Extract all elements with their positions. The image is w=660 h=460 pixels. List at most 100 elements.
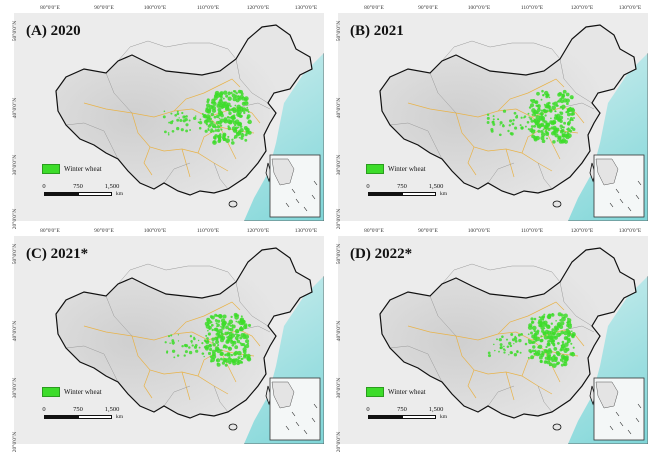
winter-wheat-pixel [540, 113, 544, 117]
winter-wheat-pixel [244, 334, 250, 340]
winter-wheat-pixel [219, 133, 222, 136]
province-boundary [105, 295, 133, 337]
winter-wheat-pixel [183, 343, 187, 347]
longitude-tick-label: 80°0'0"E [364, 228, 384, 234]
panel-title: (C) 2021* [26, 246, 89, 262]
winter-wheat-pixel [560, 321, 565, 326]
winter-wheat-pixel [206, 109, 212, 114]
china-border [379, 247, 637, 419]
basin-boundary [197, 130, 215, 154]
winter-wheat-pixel [245, 339, 250, 344]
winter-wheat-pixel [542, 128, 545, 131]
china-map [338, 236, 648, 444]
winter-wheat-pixel [552, 130, 556, 134]
winter-wheat-pixel [203, 114, 207, 118]
winter-wheat-pixel [184, 117, 188, 122]
scale-label: 750 [397, 406, 407, 413]
winter-wheat-pixel [555, 319, 557, 322]
winter-wheat-pixel [570, 330, 573, 333]
winter-wheat-pixel [214, 129, 218, 132]
latitude-tick-label: 50°0'0"N [12, 20, 19, 42]
winter-wheat-pixel [568, 332, 572, 336]
winter-wheat-pixel [210, 128, 214, 132]
winter-wheat-pixel [169, 342, 171, 344]
winter-wheat-pixel [221, 361, 226, 365]
winter-wheat-pixel [240, 136, 244, 140]
winter-wheat-pixel [230, 339, 233, 342]
winter-wheat-pixel [228, 111, 232, 116]
winter-wheat-pixel [550, 126, 554, 130]
winter-wheat-pixel [524, 342, 528, 346]
winter-wheat-pixel [244, 138, 248, 142]
province-boundary [235, 58, 269, 104]
winter-wheat-pixel [552, 140, 556, 144]
winter-wheat-pixel [563, 361, 568, 367]
winter-wheat-pixel [533, 113, 537, 117]
basin-boundary [407, 325, 517, 341]
winter-wheat-pixel [549, 120, 553, 124]
winter-wheat-pixel [545, 104, 551, 109]
winter-wheat-pixel [210, 357, 216, 363]
scale-segment [44, 192, 78, 196]
winter-wheat-pixel [227, 135, 230, 138]
winter-wheat-pixel [167, 133, 170, 136]
winter-wheat-pixel [238, 136, 241, 139]
scale-segment [402, 415, 436, 419]
winter-wheat-pixel [240, 92, 244, 96]
winter-wheat-pixel [222, 133, 227, 138]
winter-wheat-pixel [529, 103, 535, 108]
winter-wheat-pixel [236, 339, 241, 344]
winter-wheat-pixel [232, 97, 237, 102]
longitude-tick-label: 90°0'0"E [94, 5, 114, 11]
nine-dash-line [295, 421, 300, 427]
legend-swatch [42, 164, 60, 174]
winter-wheat-pixel [206, 116, 210, 121]
winter-wheat-pixel [229, 105, 232, 108]
winter-wheat-pixel [508, 124, 511, 127]
winter-wheat-pixel [199, 118, 202, 121]
winter-wheat-pixel [245, 127, 250, 133]
winter-wheat-pixel [570, 342, 573, 345]
nine-dash-line [303, 429, 308, 435]
winter-wheat-pixel [240, 133, 245, 138]
winter-wheat-pixel [566, 338, 571, 344]
longitude-tick-label: 100°0'0"E [143, 5, 167, 11]
longitude-tick-label: 120°0'0"E [570, 228, 594, 234]
longitude-tick-label: 120°0'0"E [570, 5, 594, 11]
winter-wheat-pixel [493, 343, 495, 346]
winter-wheat-pixel [531, 134, 535, 139]
winter-wheat-pixel [543, 316, 546, 318]
winter-wheat-pixel [524, 125, 527, 128]
nine-dash-line [635, 194, 640, 200]
winter-wheat-pixel [239, 318, 244, 322]
basin-boundary [455, 112, 489, 152]
scale-bar-segments [44, 415, 112, 419]
winter-wheat-pixel [492, 115, 495, 118]
winter-wheat-pixel [205, 107, 209, 111]
winter-wheat-pixel [241, 109, 244, 113]
winter-wheat-pixel [227, 92, 231, 96]
winter-wheat-pixel [541, 89, 544, 93]
winter-wheat-pixel [215, 93, 221, 98]
winter-wheat-pixel [168, 121, 171, 124]
legend-label: Winter wheat [388, 388, 426, 396]
winter-wheat-pixel [171, 129, 175, 133]
winter-wheat-pixel [547, 340, 551, 343]
winter-wheat-pixel [561, 108, 564, 110]
winter-wheat-pixel [540, 353, 545, 358]
winter-wheat-pixel [561, 104, 566, 109]
legend-label: Winter wheat [64, 388, 102, 396]
winter-wheat-pixel [557, 92, 562, 97]
winter-wheat-pixel [218, 314, 223, 319]
longitude-tick-label: 80°0'0"E [364, 5, 384, 11]
winter-wheat-pixel [502, 348, 506, 351]
winter-wheat-pixel [171, 339, 175, 342]
scale-label: 0 [42, 183, 46, 190]
winter-wheat-pixel [236, 107, 242, 112]
winter-wheat-pixel [546, 122, 551, 126]
winter-wheat-pixel [227, 96, 232, 101]
winter-wheat-pixel [205, 334, 208, 337]
winter-wheat-pixel [171, 349, 176, 353]
winter-wheat-pixel [536, 350, 541, 354]
longitude-tick-label: 100°0'0"E [467, 5, 491, 11]
